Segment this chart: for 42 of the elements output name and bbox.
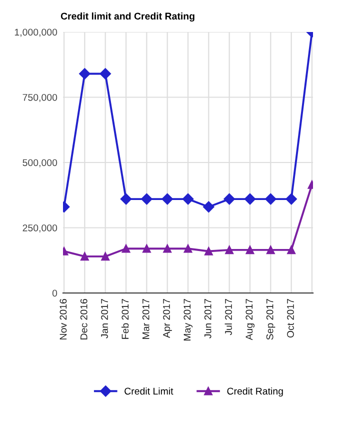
point bbox=[122, 244, 130, 253]
point bbox=[224, 193, 235, 205]
point bbox=[163, 244, 172, 253]
y-tick-label: 750,000 bbox=[22, 94, 58, 102]
x-tick-label: Sep 2017 bbox=[266, 299, 276, 340]
legend-label: Credit Rating bbox=[227, 387, 283, 397]
point bbox=[79, 68, 90, 80]
point bbox=[101, 252, 110, 261]
x-tick-label: Feb 2017 bbox=[121, 299, 129, 339]
x-tick-label: Nov 2016 bbox=[60, 298, 67, 340]
point bbox=[203, 201, 214, 212]
point bbox=[162, 193, 173, 205]
x-tick-label: Jun 2017 bbox=[204, 299, 212, 338]
x-tick-label: Jul 2017 bbox=[224, 299, 232, 336]
y-tick-label: 0 bbox=[52, 290, 58, 297]
point bbox=[265, 193, 276, 205]
x-tick-label: Apr 2017 bbox=[163, 299, 172, 338]
x-tick-label: Aug 2017 bbox=[246, 299, 255, 340]
x-tick-label: May 2017 bbox=[184, 299, 193, 340]
y-tick-label: 250,000 bbox=[22, 224, 58, 233]
point bbox=[266, 246, 275, 254]
point bbox=[184, 244, 192, 253]
point bbox=[80, 252, 89, 261]
point bbox=[182, 193, 194, 205]
y-tick-label: 1,000,000 bbox=[14, 28, 58, 37]
point bbox=[142, 244, 151, 253]
chart-title: Credit limit and Credit Rating bbox=[60, 12, 194, 22]
point bbox=[286, 193, 297, 205]
point bbox=[287, 246, 296, 254]
point bbox=[246, 246, 254, 254]
point bbox=[120, 193, 132, 205]
x-tick-label: Jan 2017 bbox=[101, 299, 108, 338]
x-tick-label: Dec 2016 bbox=[80, 298, 88, 340]
point bbox=[100, 68, 111, 80]
point bbox=[225, 246, 234, 254]
point bbox=[141, 193, 152, 205]
point bbox=[204, 247, 213, 256]
x-tick-label: Oct 2017 bbox=[287, 299, 294, 338]
y-tick-label: 500,000 bbox=[22, 159, 58, 168]
legend-label: Credit Limit bbox=[124, 387, 174, 395]
x-tick-label: Mar 2017 bbox=[142, 299, 150, 339]
point bbox=[244, 193, 256, 205]
